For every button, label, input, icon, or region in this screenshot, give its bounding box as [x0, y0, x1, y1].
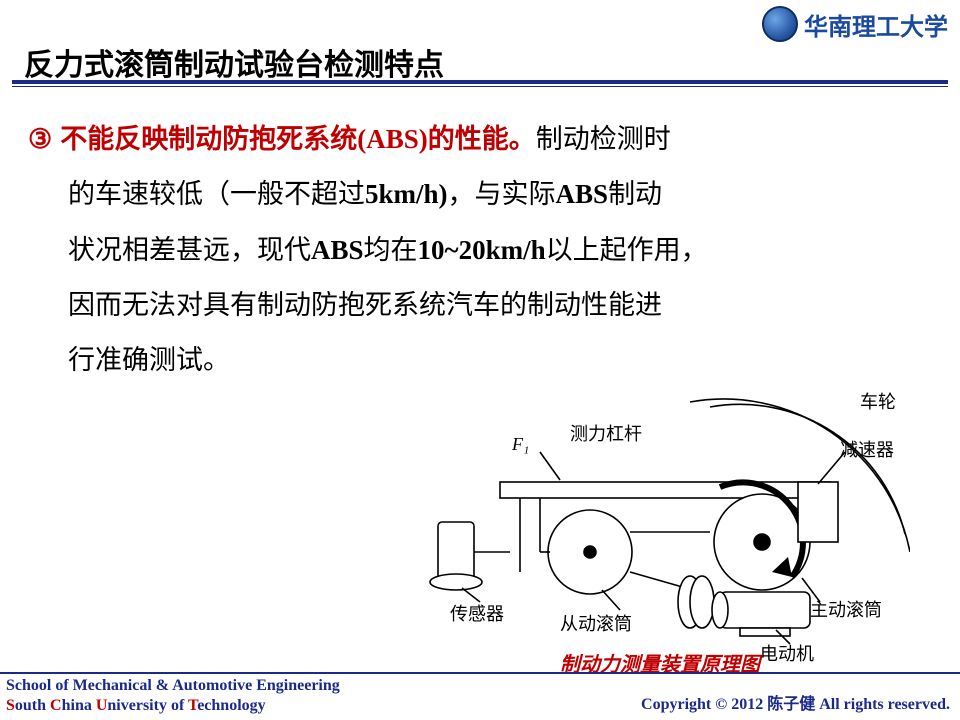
text-frag: 制动 — [608, 179, 662, 209]
page-title: 反力式滚筒制动试验台检测特点 — [24, 40, 444, 84]
title-underline — [12, 80, 948, 87]
text-frag: 状况相差甚远，现代 — [68, 235, 311, 265]
university-logo: 华南理工大学 — [762, 6, 948, 42]
bullet-number: ③ — [28, 124, 52, 154]
speed-value-1: 5km/h) — [365, 179, 448, 209]
footer-line1: School of Mechanical & Automotive Engine… — [6, 676, 340, 696]
abs-abbrev: ABS — [311, 235, 364, 265]
footer-line2: South China University of Technology — [6, 696, 340, 716]
footer-l2-b: hina — [62, 697, 96, 714]
text-frag: 均在 — [364, 235, 418, 265]
footer-l2-s: S — [6, 697, 15, 714]
lead-sentence: 不能反映制动防抱死系统(ABS)的性能。 — [60, 124, 536, 154]
footer-school: School of Mechanical & Automotive Engine… — [6, 676, 340, 716]
label-lever: 测力杠杆 — [570, 420, 642, 446]
label-driven-roller: 从动滚筒 — [560, 610, 632, 636]
logo-text: 华南理工大学 — [804, 7, 948, 42]
body-paragraph: ③ 不能反映制动防抱死系统(ABS)的性能。制动检测时 的车速较低（一般不超过5k… — [28, 112, 940, 389]
text-frag: 的车速较低（一般不超过 — [68, 179, 365, 209]
footer-l2-c: C — [50, 697, 62, 714]
label-sensor: 传感器 — [450, 600, 504, 626]
text-frag: ，与实际 — [448, 179, 556, 209]
speed-value-2: 10~20km/h — [418, 235, 546, 265]
text-frag: 制动检测时 — [536, 124, 671, 154]
footer-l2-d: echnology — [197, 697, 265, 714]
label-wheel: 车轮 — [860, 388, 896, 414]
footer-l2-a: outh — [15, 697, 50, 714]
footer-l2-u: U — [96, 697, 108, 714]
footer-l2-c2: niversity of — [107, 697, 188, 714]
footer-rule — [0, 672, 960, 674]
label-force: F₁ — [512, 434, 529, 455]
abs-abbrev: ABS — [556, 179, 609, 209]
brake-tester-diagram: 车轮 减速器 测力杠杆 F₁ 传感器 从动滚筒 主动滚筒 电动机 — [390, 392, 910, 672]
text-line: 因而无法对具有制动防抱死系统汽车的制动性能进 — [28, 278, 940, 333]
label-motor: 电动机 — [760, 640, 814, 666]
footer-l2-t: T — [188, 697, 197, 714]
label-driving-roller: 主动滚筒 — [810, 596, 882, 622]
text-line: 行准确测试。 — [28, 333, 940, 388]
text-frag: 以上起作用， — [546, 235, 708, 265]
footer-copyright: Copyright © 2012 陈子健 All rights reserved… — [641, 690, 950, 714]
label-reducer: 减速器 — [840, 436, 894, 462]
logo-emblem-icon — [762, 6, 798, 42]
